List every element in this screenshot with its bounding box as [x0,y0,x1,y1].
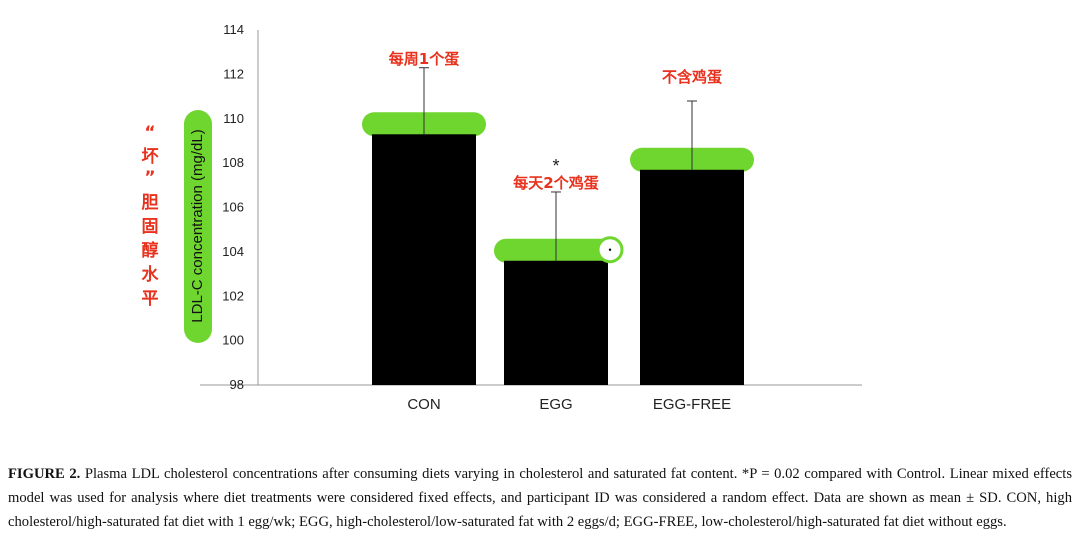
x-axis-categories: CON EGG EGG-FREE [407,396,731,413]
side-label-char-7: 平 [142,289,159,309]
egg-bar-end-dot [608,248,612,251]
side-label-char-4: 固 [142,217,159,237]
x-category-con: CON [407,396,440,413]
ylabel-highlight [184,110,212,343]
y-axis-label-group: LDL-C concentration (mg/dL) [184,110,212,343]
y-tick-label-0: 98 [230,377,244,392]
figure-label: FIGURE 2. [8,466,81,482]
side-label-char-0: “ [144,123,155,143]
y-tick-label-5: 108 [222,155,244,170]
side-label-char-2: ” [144,168,155,188]
y-tick-label-2: 102 [222,288,244,303]
y-tick-label-3: 104 [222,244,244,259]
y-tick-label-6: 110 [223,111,244,126]
bars [362,67,754,385]
y-tick-label-8: 114 [223,22,244,37]
y-tick-label-7: 112 [223,66,244,81]
bar-con [372,134,476,385]
annotation-egg-free: 不含鸡蛋 [662,68,722,86]
significance-marker: * [552,156,559,176]
bar-egg-free [640,169,744,385]
side-label-char-6: 水 [142,264,160,285]
side-label-char-5: 醇 [142,240,159,261]
y-tick-label-1: 100 [222,333,244,348]
x-category-egg-free: EGG-FREE [653,396,731,413]
y-tick-label-4: 106 [222,200,244,215]
annotation-con: 每周1个蛋 [389,50,459,68]
annotation-egg: 每天2个鸡蛋 [513,174,598,192]
figure-caption: FIGURE 2. Plasma LDL cholesterol concent… [8,462,1072,534]
side-label-char-3: 胆 [142,193,159,213]
bar-egg [504,260,608,385]
side-label-char-1: 坏 [142,147,159,167]
figure-caption-text: Plasma LDL cholesterol concentrations af… [8,466,1073,530]
y-axis-label: LDL-C concentration (mg/dL) [189,129,206,322]
x-category-egg: EGG [539,396,572,413]
